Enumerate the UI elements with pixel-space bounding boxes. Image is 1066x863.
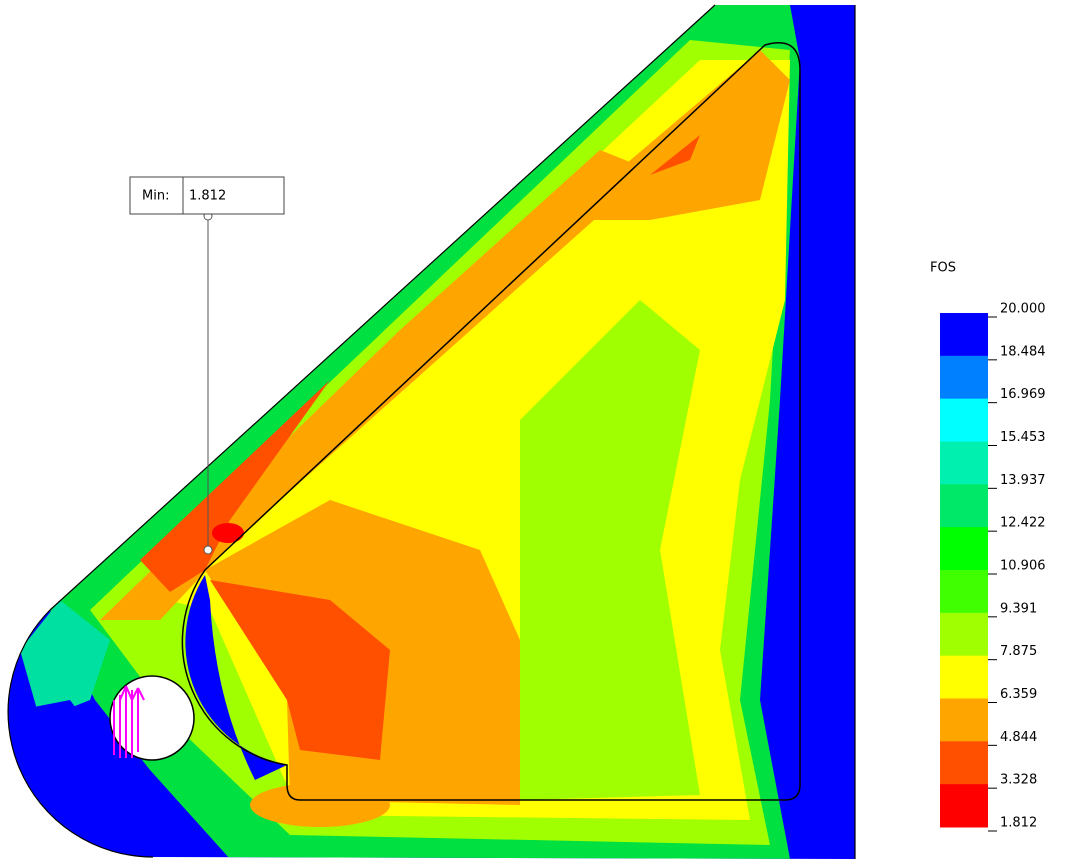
legend-swatch <box>940 527 988 570</box>
legend-label: 16.969 <box>1000 387 1046 402</box>
legend-swatch <box>940 784 988 827</box>
legend-swatch <box>940 656 988 699</box>
legend-label: 7.875 <box>1000 644 1037 659</box>
legend-label: 20.000 <box>1000 302 1046 317</box>
legend-label: 13.937 <box>1000 473 1046 488</box>
legend-label: 10.906 <box>1000 559 1046 574</box>
legend-label: 6.359 <box>1000 687 1037 702</box>
legend-swatch <box>940 356 988 399</box>
fos-plot: Min: 1.812 FOS 20.000 18.484 16.969 15.453 1… <box>0 0 1066 859</box>
legend-swatch <box>940 699 988 742</box>
legend: 20.000 18.484 16.969 15.453 13.937 12.422 10.9… <box>940 302 1046 832</box>
legend-label: 1.812 <box>1000 816 1037 831</box>
legend-swatch <box>940 442 988 485</box>
legend-label: 18.484 <box>1000 344 1046 359</box>
legend-swatch <box>940 484 988 527</box>
legend-label: 12.422 <box>1000 516 1046 531</box>
min-label: Min: <box>142 189 169 204</box>
legend-swatch <box>940 613 988 656</box>
leader-end <box>204 546 212 554</box>
legend-swatch <box>940 741 988 784</box>
legend-swatch <box>940 399 988 442</box>
legend-swatch <box>940 570 988 613</box>
legend-label: 9.391 <box>1000 601 1037 616</box>
legend-label: 15.453 <box>1000 430 1046 445</box>
legend-label: 4.844 <box>1000 730 1037 745</box>
legend-title: FOS <box>930 261 956 276</box>
legend-swatch <box>940 313 988 356</box>
legend-label: 3.328 <box>1000 773 1037 788</box>
min-value: 1.812 <box>189 189 226 204</box>
hole <box>110 676 194 760</box>
